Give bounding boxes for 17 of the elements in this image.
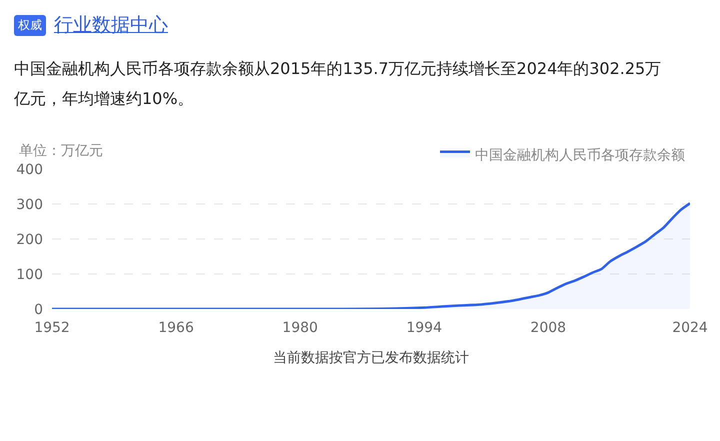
x-tick-label: 1966	[158, 320, 194, 336]
chart-subtitle: 中国金融机构人民币各项存款余额从2015年的135.7万亿元持续增长至2024年的302.25万亿元，年均增速约10%。	[14, 58, 662, 110]
x-tick-label: 1952	[34, 320, 70, 336]
text: 当前数据按官方已发布数据统计	[273, 350, 469, 366]
y-axis-title: 单位：万亿元	[19, 143, 103, 159]
x-tick-label: 2008	[530, 320, 566, 336]
y-tick-label: 200	[16, 232, 43, 248]
legend-label: 中国金融机构人民币各项存款余额	[475, 147, 685, 164]
text: 权威	[14, 14, 46, 36]
y-tick-label: 100	[16, 266, 43, 283]
x-tick-label: 1994	[406, 320, 442, 336]
y-tick-label: 0	[34, 302, 43, 318]
y-tick-label: 300	[16, 196, 43, 213]
x-tick-label: 2024	[672, 320, 708, 336]
chart-title: 行业数据中心	[54, 13, 168, 38]
x-tick-label: 1980	[282, 320, 318, 336]
y-tick-label: 400	[16, 162, 43, 178]
